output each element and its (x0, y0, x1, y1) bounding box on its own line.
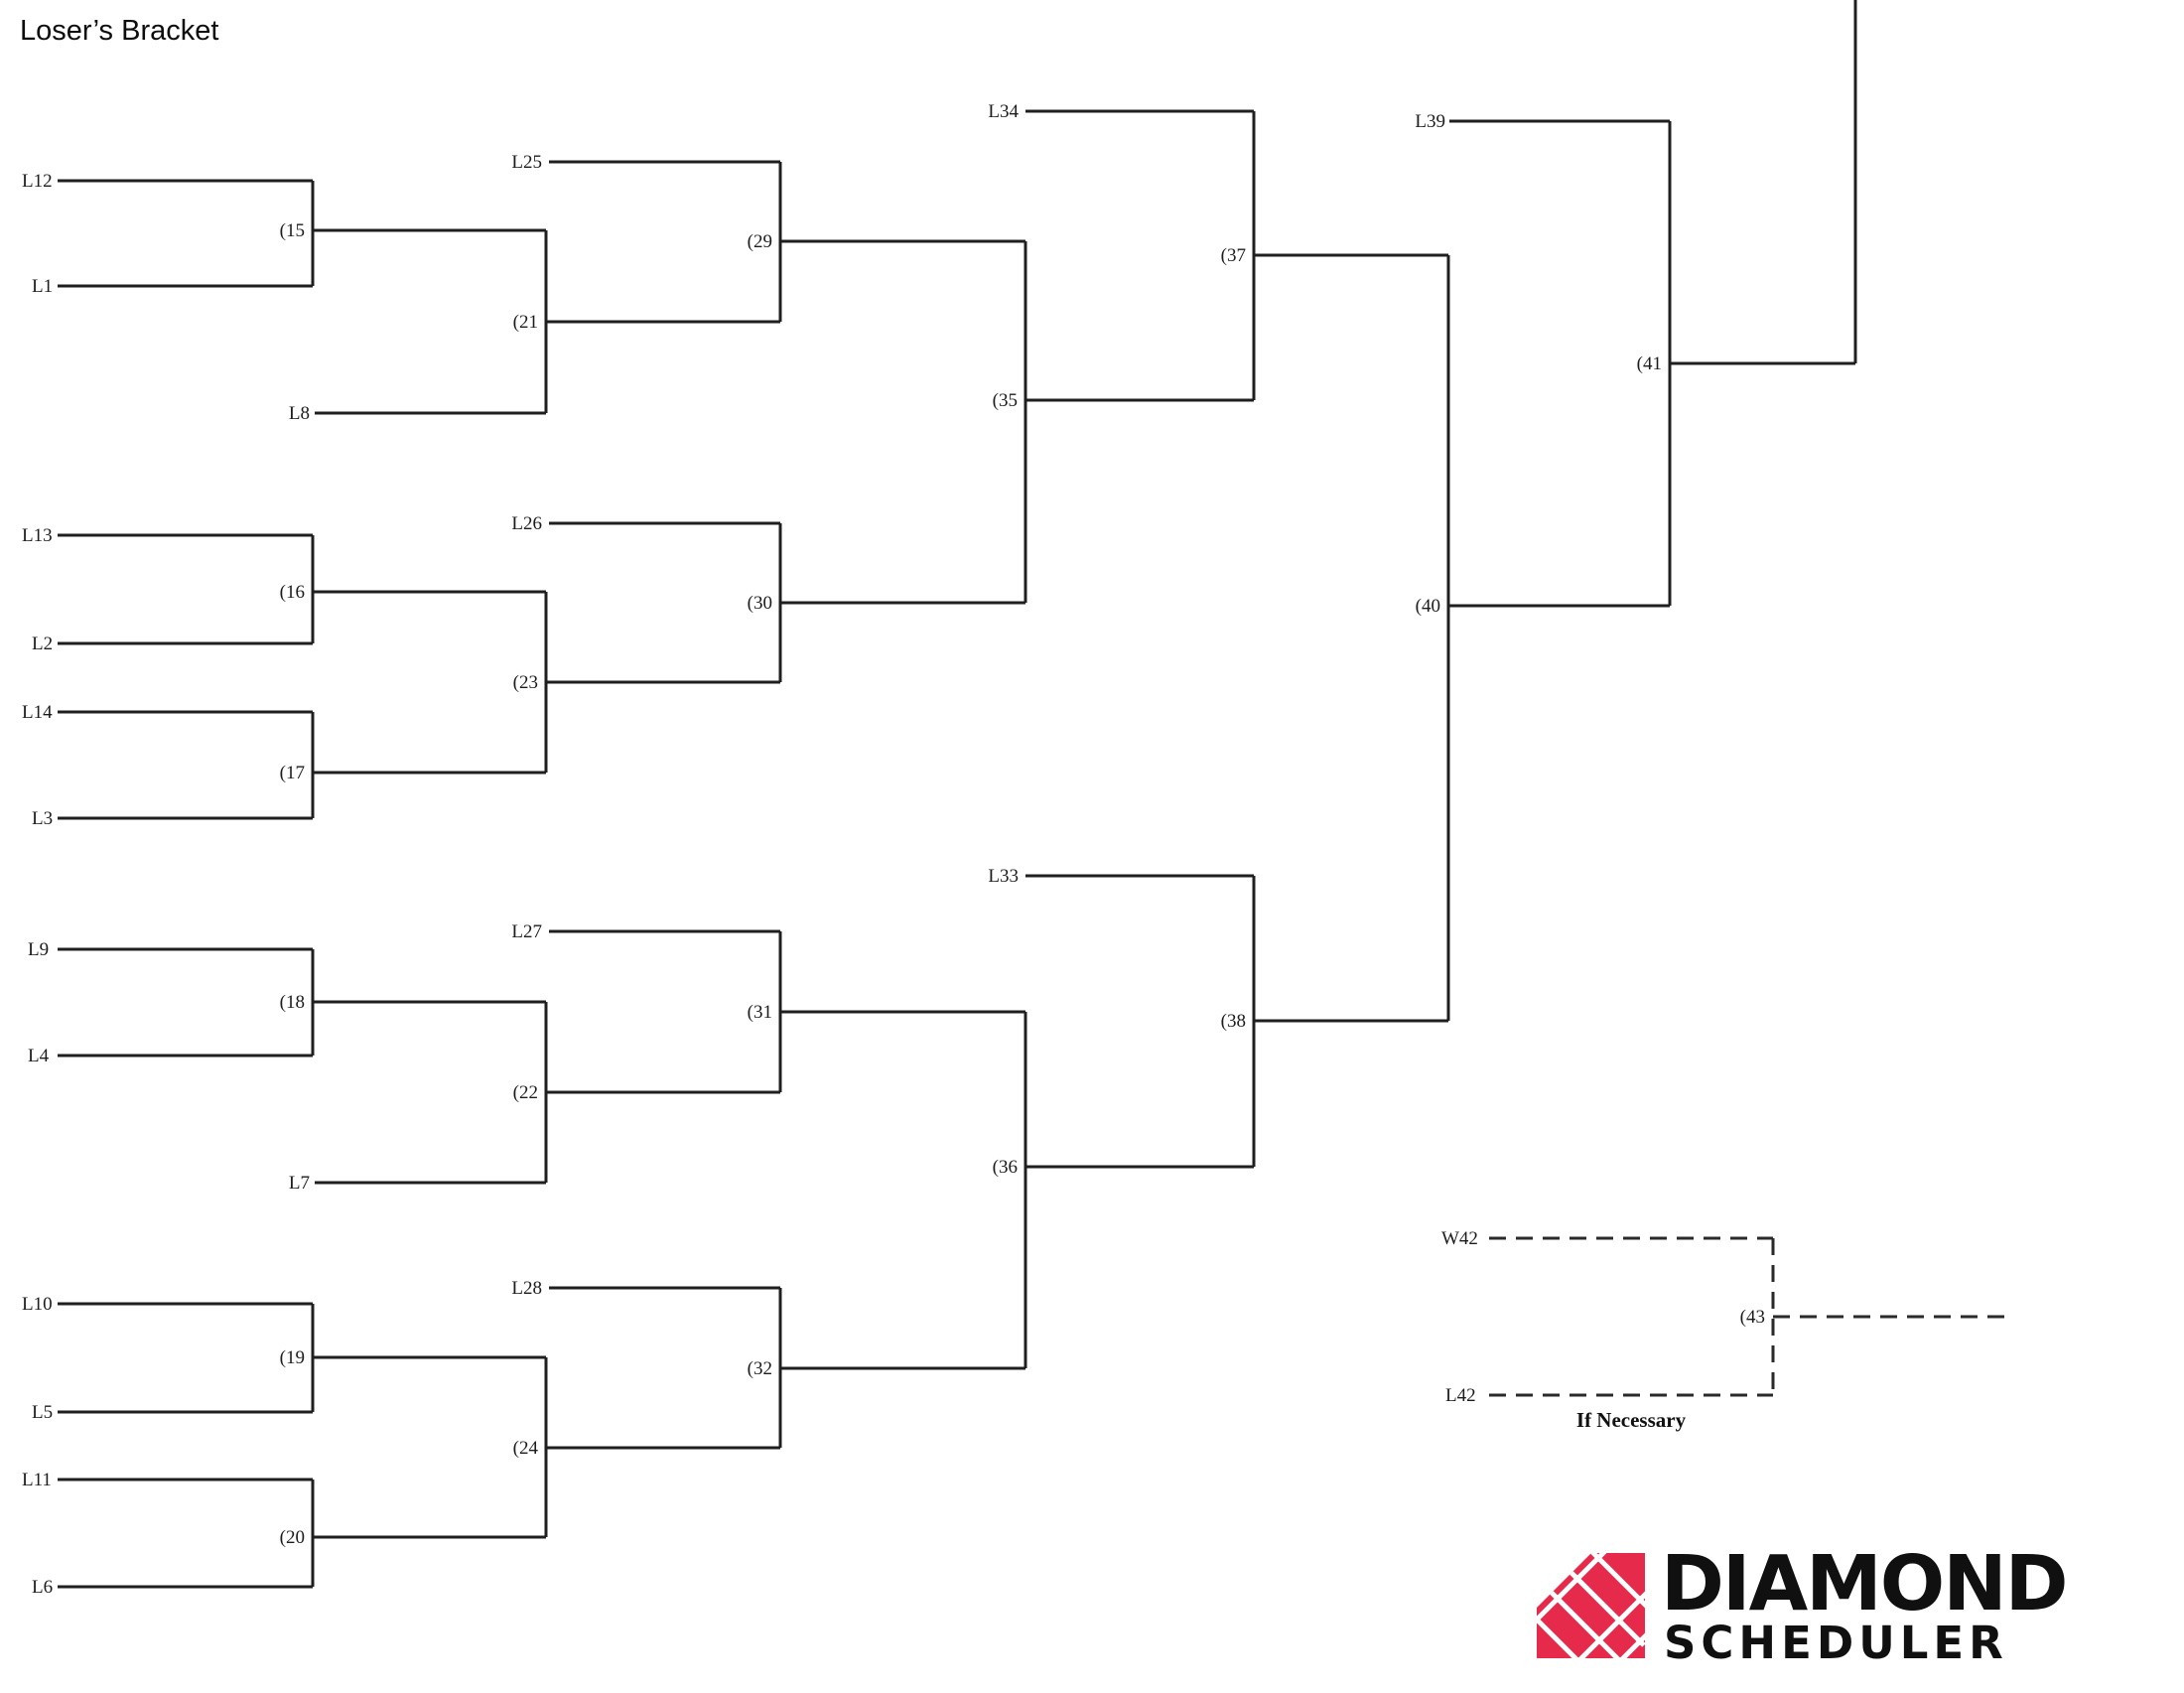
game-label-37: (37 (1221, 245, 1246, 266)
page-title: Loser’s Bracket (20, 15, 218, 47)
feeder-label-L12: L12 (22, 171, 53, 192)
feeder-label-L13: L13 (22, 525, 53, 546)
feeder-label-W42: W42 (1441, 1228, 1478, 1249)
diamond-logo-icon (1537, 1553, 1645, 1658)
feeder-label-L34: L34 (988, 101, 1019, 122)
game-label-40: (40 (1416, 596, 1440, 617)
if-necessary-caption: If Necessary (1576, 1408, 1687, 1432)
logo-wordmark-line2: SCHEDULER (1664, 1617, 2008, 1669)
game-label-38: (38 (1221, 1011, 1246, 1032)
game-label-35: (35 (993, 390, 1018, 411)
feeder-label-L1: L1 (32, 276, 53, 297)
game-label-30: (30 (748, 593, 772, 614)
game-label-24: (24 (513, 1438, 539, 1459)
game-label-19: (19 (280, 1347, 305, 1368)
feeder-label-L14: L14 (22, 702, 53, 723)
feeder-label-L6: L6 (32, 1577, 53, 1598)
feeder-label-L2: L2 (32, 634, 53, 654)
feeder-label-L7: L7 (289, 1173, 310, 1194)
game-label-36: (36 (993, 1157, 1018, 1178)
diamond-scheduler-logo: DIAMOND SCHEDULER (1537, 1540, 2069, 1669)
game-label-21: (21 (513, 312, 538, 333)
logo-wordmark-line1: DIAMOND (1661, 1540, 2067, 1628)
feeder-label-L39: L39 (1415, 111, 1445, 132)
game-label-18: (18 (280, 992, 305, 1013)
feeder-label-L11: L11 (22, 1470, 52, 1490)
game-label-29: (29 (748, 231, 772, 252)
game-label-32: (32 (748, 1358, 772, 1379)
game-label-15: (15 (280, 220, 305, 241)
game-label-20: (20 (280, 1527, 305, 1548)
feeder-label-L8: L8 (289, 403, 310, 424)
feeder-label-L5: L5 (32, 1402, 53, 1423)
game-label-23: (23 (513, 672, 538, 693)
game-label-41: (41 (1637, 353, 1662, 374)
feeder-label-L3: L3 (32, 808, 53, 829)
game-label-16: (16 (280, 582, 305, 603)
game-label-22: (22 (513, 1082, 538, 1103)
game-label-43: (43 (1740, 1307, 1765, 1328)
game-label-17: (17 (280, 763, 305, 783)
feeder-label-L42: L42 (1445, 1385, 1476, 1406)
feeder-label-L26: L26 (511, 513, 542, 534)
feeder-label-L25: L25 (511, 152, 542, 173)
feeder-label-L9: L9 (28, 939, 49, 960)
feeder-label-L28: L28 (511, 1278, 542, 1299)
game-label-31: (31 (748, 1002, 772, 1023)
feeder-label-L27: L27 (511, 921, 542, 942)
feeder-label-L33: L33 (988, 866, 1019, 887)
feeder-label-L10: L10 (22, 1294, 53, 1315)
feeder-label-L4: L4 (28, 1046, 50, 1066)
